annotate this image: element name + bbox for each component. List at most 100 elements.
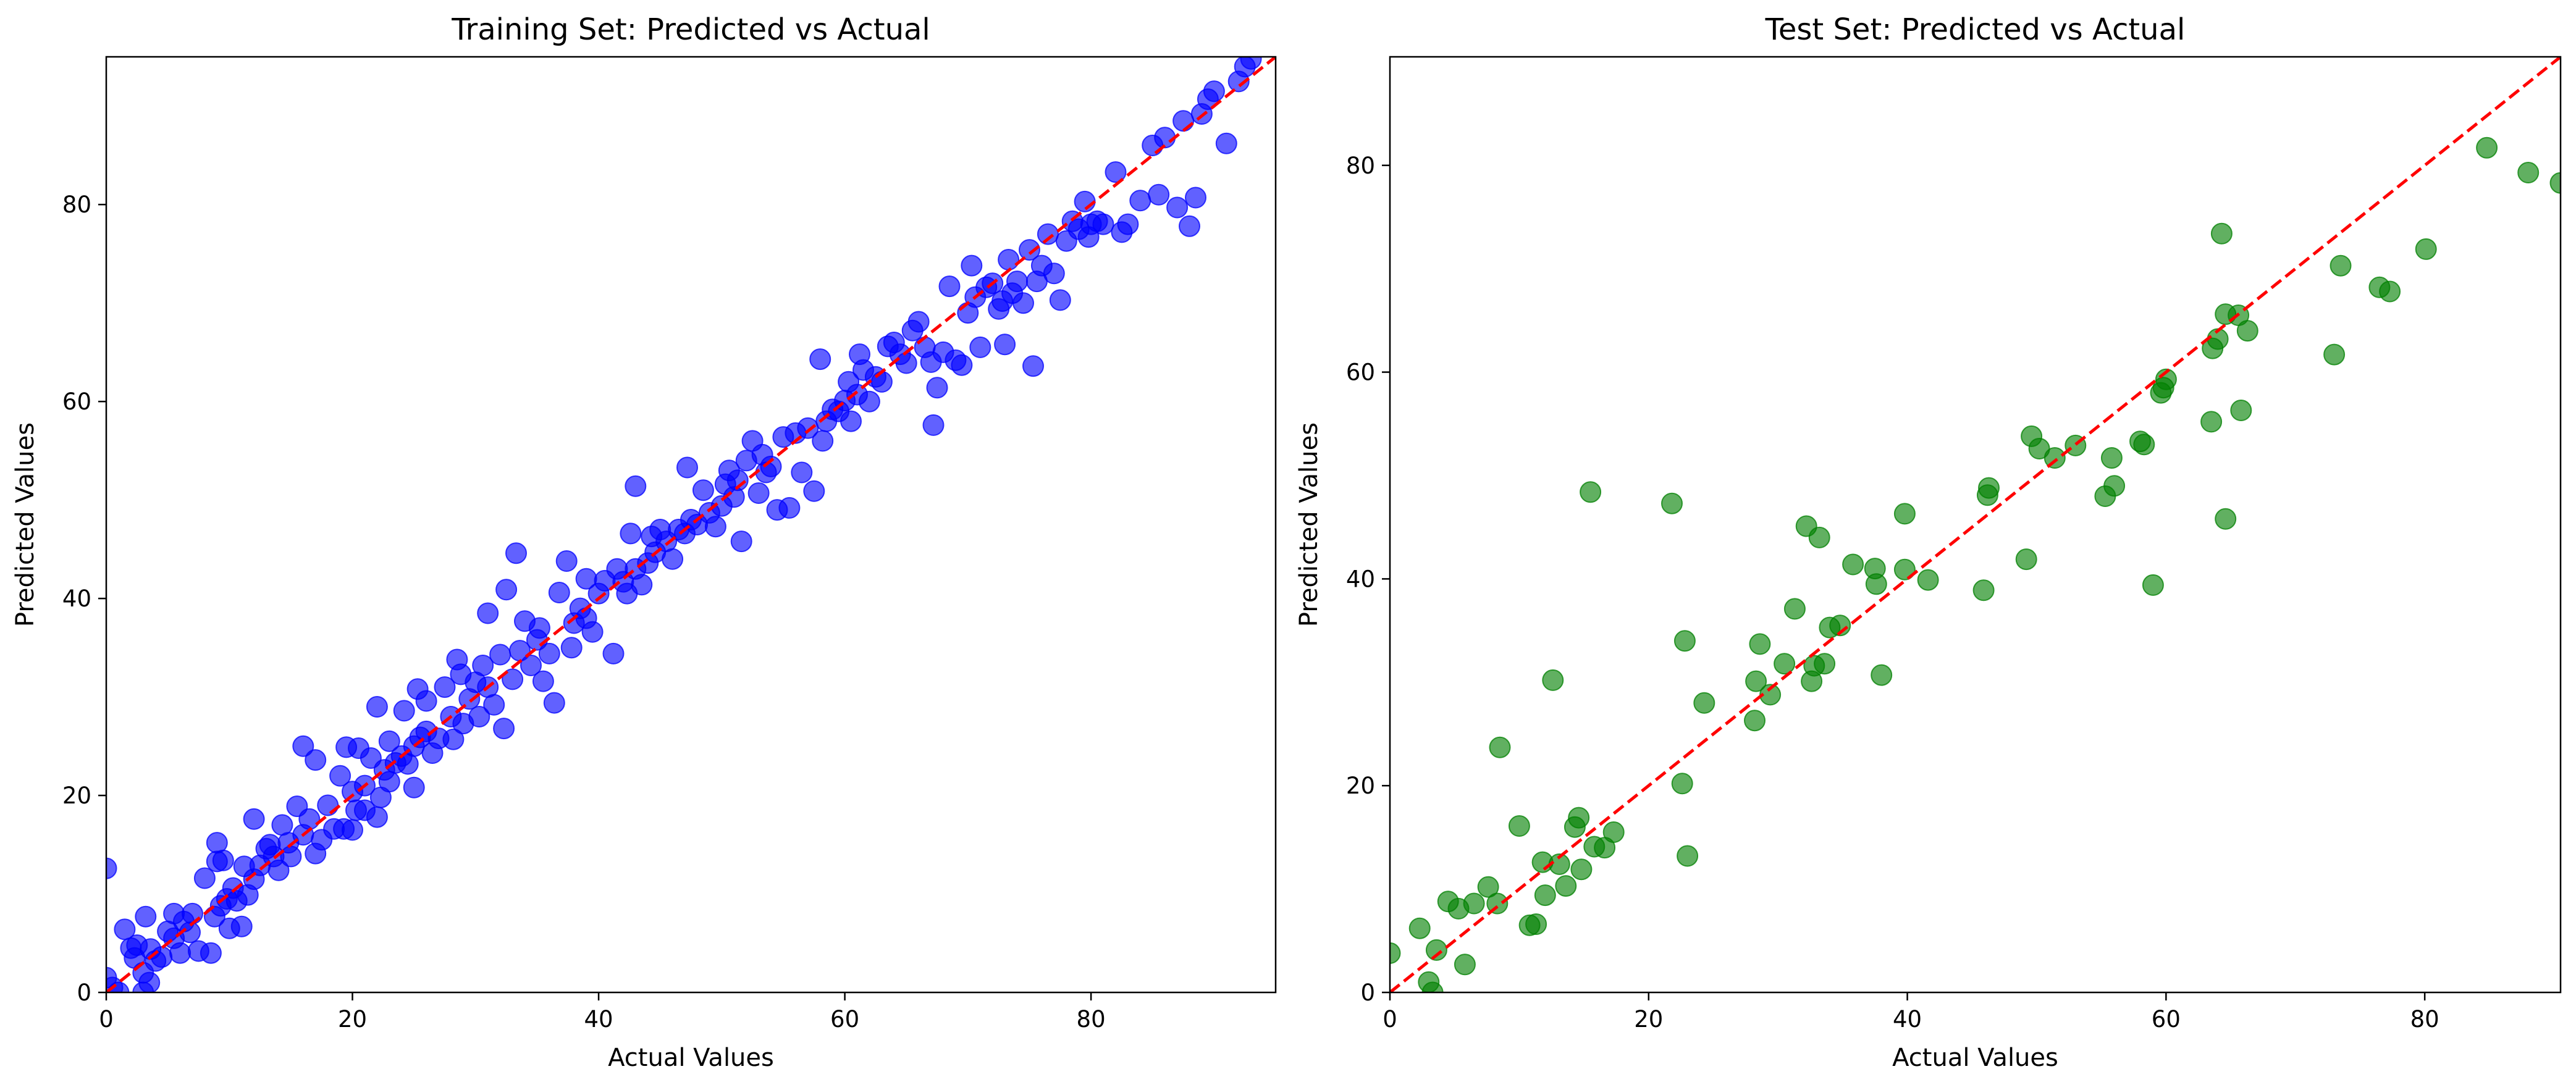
train-y-tick-label: 60 [62,388,91,415]
test-data-point [2330,254,2352,277]
train-data-point [378,730,400,752]
train-data-point [138,971,161,992]
train-data-point [483,694,505,716]
test-data-point [1671,773,1693,795]
train-data-point [366,806,388,828]
test-data-point [1489,736,1511,758]
train-chart-title: Training Set: Predicted vs Actual [451,12,930,47]
test-data-point [1814,653,1836,675]
test-data-point [2142,574,2164,596]
train-data-point [468,706,490,727]
train-data-point [243,808,265,830]
train-data-point [1203,80,1225,103]
train-x-tick-label: 0 [99,1006,114,1033]
test-data-point [1525,913,1547,935]
train-data-point [676,456,698,479]
train-data-point [106,857,117,879]
train-data-point [182,902,203,924]
train-x-axis-label: Actual Values [608,1044,774,1072]
test-data-point [1774,653,1796,675]
test-x-tick-label: 20 [1634,1006,1663,1033]
train-data-point [662,548,684,570]
test-data-point [1871,664,1893,686]
test-data-point [1745,670,1767,692]
train-data-point [1117,213,1139,235]
train-data-point [393,700,415,722]
train-x-tick-label: 40 [584,1006,613,1033]
train-data-point [1105,161,1127,183]
train-data-point [969,336,991,358]
train-data-point [1022,355,1044,377]
train-data-point [403,776,425,799]
train-data-point [317,794,339,816]
train-reference-line [106,57,1276,992]
test-data-point [2100,447,2123,469]
test-data-point [2230,400,2252,421]
train-data-point [858,390,880,413]
train-data-point [415,690,437,712]
train-y-tick-label: 80 [62,191,91,218]
train-data-point [135,905,157,928]
train-data-point [495,579,518,601]
train-x-tick-label: 80 [1077,1006,1106,1033]
train-data-point [1049,289,1071,311]
test-data-point [2015,548,2037,571]
test-y-tick-label: 40 [1346,566,1375,592]
test-data-point [1508,815,1530,837]
training-chart: 0 20 40 60 80 0 20 40 60 80 Training Set: Predicte… [11,12,1277,1072]
test-data-point [2379,280,2401,303]
train-data-point [1043,262,1065,285]
train-data-point [169,942,192,964]
train-data-point [812,430,834,452]
train-data-point [951,354,973,376]
test-data-point [2415,238,2437,260]
train-y-tick-label: 20 [62,782,91,809]
test-data-point [1408,917,1431,939]
train-data-point [1240,57,1262,70]
train-data-point [151,946,173,968]
test-x-tick-label: 80 [2410,1006,2439,1033]
test-data-point [1865,573,1887,595]
train-data-point [472,655,494,676]
train-data-point [493,718,515,740]
train-data-point [520,655,542,676]
train-y-axis-label: Predicted Values [11,422,40,627]
test-data-point [1677,845,1699,867]
train-data-point [292,735,314,757]
train-data-point [298,808,321,830]
test-data-point [1580,481,1602,503]
test-data-point [1421,981,1444,992]
test-data-point [1602,821,1625,843]
train-data-point [961,254,983,277]
test-data-point [2549,172,2561,194]
test-x-tick-label: 0 [1383,1006,1397,1033]
train-data-point [442,728,465,750]
test-data-point [1542,669,1564,691]
test-data-point [1486,892,1509,915]
test-y-tick-label: 80 [1346,153,1375,179]
train-data-point [870,371,893,393]
train-data-point [726,469,749,492]
train-data-point [778,497,801,519]
test-y-tick-label: 60 [1346,359,1375,386]
test-y-tick-label: 20 [1346,773,1375,799]
test-data-point [2517,162,2540,183]
train-data-point [1154,127,1176,149]
train-data-point [840,410,862,432]
train-data-point [581,621,604,643]
test-plot-area [1390,57,2561,992]
train-data-point [602,642,625,664]
test-data-point [2476,136,2498,159]
train-data-point [1185,187,1206,209]
test-x-tick-label: 60 [2152,1006,2181,1033]
train-data-point [477,602,499,624]
test-data-point [2323,343,2346,366]
test-y-axis-label: Predicted Values [1295,422,1323,627]
train-data-point [280,845,302,868]
train-data-point [1006,270,1028,293]
train-data-point [538,642,560,664]
train-data-point [532,670,554,692]
train-data-point [730,530,752,553]
train-data-point [329,765,351,787]
